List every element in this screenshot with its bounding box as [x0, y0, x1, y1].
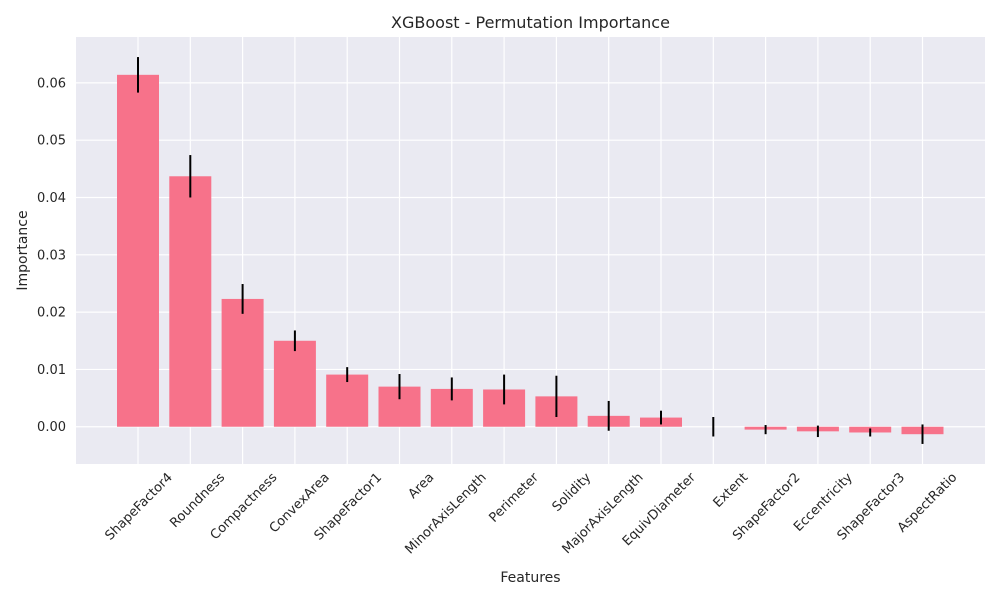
y-axis-label: Importance — [15, 210, 31, 290]
y-tick-label: 0.05 — [37, 134, 66, 149]
y-tick-label: 0.03 — [37, 248, 66, 263]
bar-roundness — [169, 176, 212, 427]
bar-compactness — [221, 298, 264, 427]
x-tick-label: Perimeter — [486, 470, 542, 526]
x-tick-label: Solidity — [550, 470, 595, 515]
y-tick-label: 0.06 — [37, 76, 66, 91]
plot-background — [76, 37, 985, 464]
x-tick-label: Extent — [711, 470, 752, 511]
y-tick-label: 0.02 — [37, 306, 66, 321]
y-tick-label: 0.01 — [37, 363, 66, 378]
x-axis-label: Features — [500, 570, 560, 586]
y-tick-label: 0.04 — [37, 191, 66, 206]
chart-title: XGBoost - Permutation Importance — [391, 13, 670, 32]
y-tick-label: 0.00 — [37, 420, 66, 435]
x-tick-label: ShapeFactor4 — [102, 470, 175, 543]
x-tick-labels: ShapeFactor4RoundnessCompactnessConvexAr… — [102, 470, 960, 558]
bar-shapefactor1 — [326, 374, 369, 427]
bar-convexarea — [273, 340, 316, 427]
x-tick-label: Area — [406, 470, 438, 502]
bar-shapefactor4 — [117, 74, 159, 427]
y-tick-labels: 0.00 0.01 0.02 0.03 0.04 0.05 0.06 — [37, 76, 66, 435]
error-bars — [137, 57, 924, 444]
